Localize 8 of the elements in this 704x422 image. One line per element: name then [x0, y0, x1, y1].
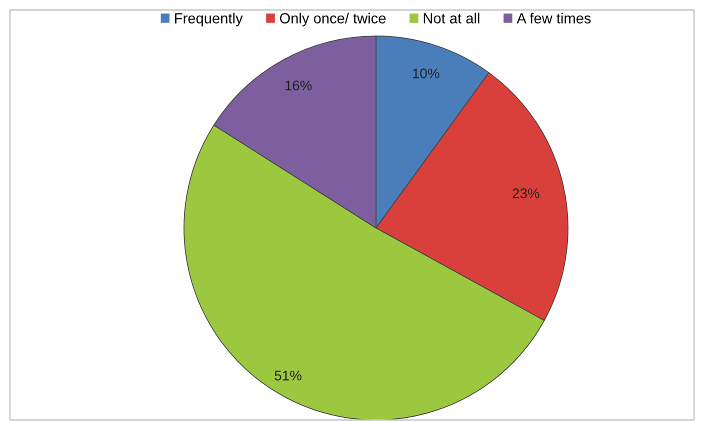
- data-label: 23%: [512, 188, 540, 198]
- data-label: 51%: [274, 370, 302, 380]
- data-label: 10%: [413, 68, 440, 78]
- legend-label: Frequently: [175, 12, 243, 26]
- legend-label: A few times: [516, 12, 591, 24]
- legend-label: Only once/ twice: [280, 12, 386, 26]
- legend-label: Not at all: [424, 12, 480, 24]
- data-label: 16%: [285, 80, 312, 90]
